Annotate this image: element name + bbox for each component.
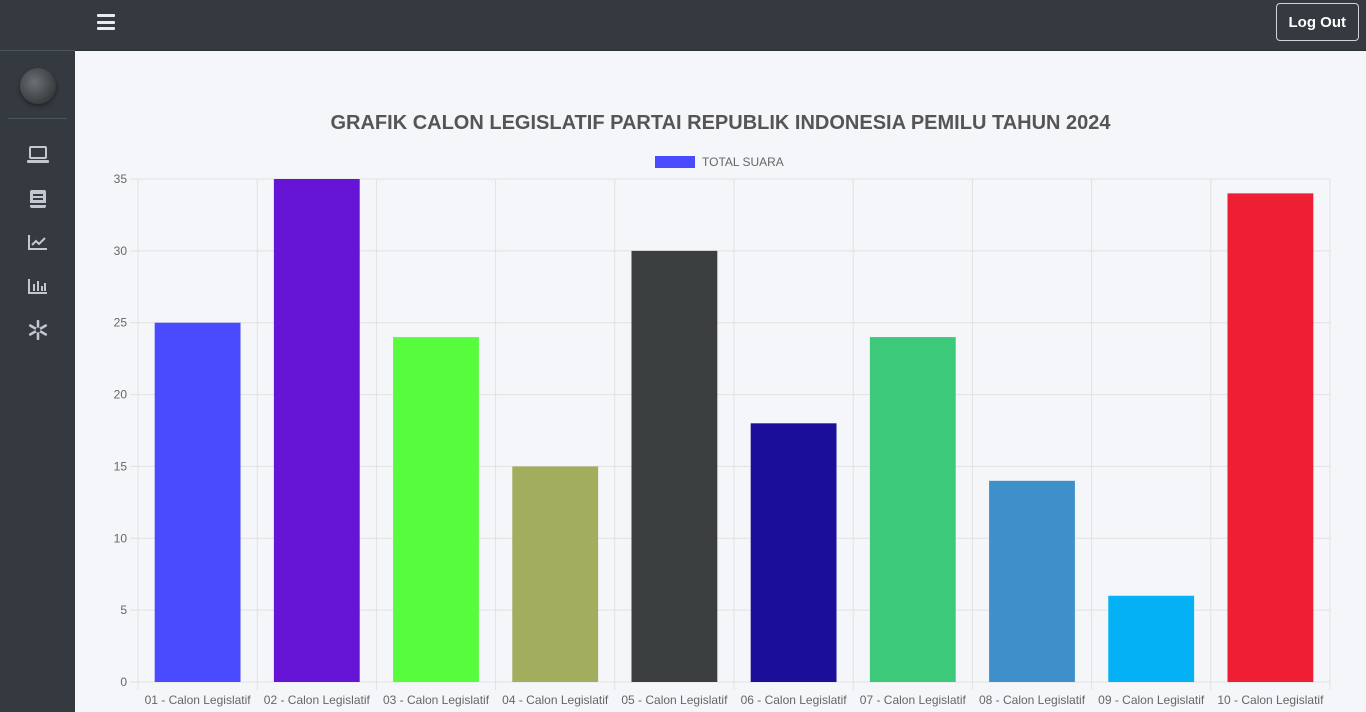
logout-button[interactable]: Log Out	[1275, 3, 1359, 41]
legend-label: TOTAL SUARA	[702, 155, 784, 169]
bar	[750, 423, 837, 682]
y-tick-label: 5	[120, 603, 127, 617]
y-tick-label: 25	[114, 316, 128, 330]
sidebar-brand	[0, 0, 75, 51]
bar	[1108, 595, 1195, 682]
bar	[273, 179, 360, 682]
bar-chart-icon[interactable]	[26, 274, 50, 298]
top-navbar: Log Out	[75, 0, 1366, 51]
x-tick-label: 10 - Calon Legislatif	[1217, 693, 1324, 707]
bar	[393, 337, 479, 682]
y-tick-label: 35	[114, 172, 128, 186]
y-tick-label: 20	[114, 388, 128, 402]
legend-swatch	[655, 156, 695, 168]
bar	[154, 322, 241, 682]
bar-chart: 0 5 10 15 20 25 30 35 01 - Calon Legislatif 02 - …	[114, 172, 1331, 707]
line-chart-icon[interactable]	[26, 230, 50, 254]
y-tick-label: 30	[114, 244, 128, 258]
chart-legend[interactable]: TOTAL SUARA	[655, 155, 784, 169]
x-tick-label: 03 - Calon Legislatif	[383, 693, 490, 707]
laptop-icon[interactable]	[26, 143, 50, 167]
y-tick-label: 15	[114, 459, 128, 473]
x-tick-label: 05 - Calon Legislatif	[621, 693, 728, 707]
hamburger-menu-icon[interactable]	[97, 13, 115, 31]
sidebar	[0, 0, 75, 712]
sidebar-divider	[8, 118, 67, 119]
snowflake-icon[interactable]	[26, 318, 50, 342]
chart-title: GRAFIK CALON LEGISLATIF PARTAI REPUBLIK …	[330, 112, 1111, 134]
x-tick-label: 09 - Calon Legislatif	[1098, 693, 1205, 707]
bar	[512, 466, 599, 682]
x-tick-label: 06 - Calon Legislatif	[741, 693, 848, 707]
y-tick-label: 0	[120, 675, 127, 689]
bar	[989, 480, 1075, 682]
x-tick-label: 02 - Calon Legislatif	[264, 693, 371, 707]
x-tick-label: 04 - Calon Legislatif	[502, 693, 609, 707]
user-avatar[interactable]	[20, 68, 56, 104]
bar	[1227, 193, 1314, 682]
main-content: GRAFIK CALON LEGISLATIF PARTAI REPUBLIK …	[75, 51, 1366, 712]
x-tick-label: 07 - Calon Legislatif	[860, 693, 967, 707]
x-tick-label: 08 - Calon Legislatif	[979, 693, 1086, 707]
book-icon[interactable]	[26, 187, 50, 211]
bar	[631, 250, 718, 682]
x-tick-label: 01 - Calon Legislatif	[145, 693, 252, 707]
bar	[869, 337, 956, 682]
y-tick-label: 10	[114, 531, 128, 545]
